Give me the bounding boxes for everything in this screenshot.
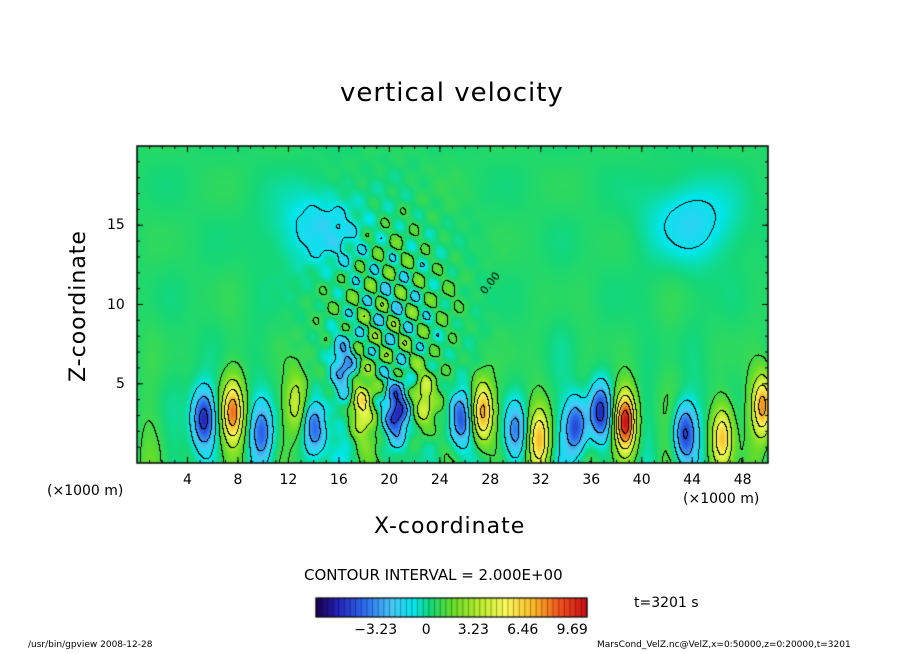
x-tick-label: 20 — [380, 472, 399, 488]
colorbar-tick-label: 9.69 — [556, 622, 588, 638]
x-tick-label: 32 — [531, 472, 550, 488]
x-tick-label: 4 — [182, 472, 192, 488]
x-tick-label: 44 — [683, 472, 702, 488]
contour-interval-text: CONTOUR INTERVAL = 2.000E+00 — [304, 566, 563, 584]
x-tick-label: 8 — [233, 472, 243, 488]
colorbar-tick-label: −3.23 — [354, 622, 398, 638]
x-tick-label: 28 — [481, 472, 500, 488]
x-unit-label-right: (×1000 m) — [683, 491, 760, 507]
x-tick-label: 16 — [329, 472, 348, 488]
x-tick-label: 36 — [582, 472, 601, 488]
x-tick-label: 24 — [430, 472, 449, 488]
x-tick-label: 40 — [632, 472, 651, 488]
x-unit-label-left: (×1000 m) — [47, 483, 124, 499]
footer-data-source: MarsCond_VelZ.nc@VelZ,x=0:50000,z=0:2000… — [597, 640, 851, 650]
colorbar-tick-label: 0 — [421, 622, 431, 638]
time-label: t=3201 s — [634, 595, 699, 611]
colorbar-tick-label: 6.46 — [507, 622, 539, 638]
y-axis-label: Z-coordinate — [66, 230, 91, 382]
footer-command-info: /usr/bin/gpview 2008-12-28 — [28, 640, 153, 650]
y-tick-label: 15 — [107, 217, 125, 234]
x-tick-label: 12 — [279, 472, 298, 488]
chart-title: vertical velocity — [340, 78, 564, 108]
colorbar-tick-label: 3.23 — [457, 622, 489, 638]
x-axis-label: X-coordinate — [374, 514, 526, 539]
x-tick-label: 48 — [733, 472, 752, 488]
y-tick-label: 10 — [107, 296, 125, 313]
y-tick-label: 5 — [116, 375, 125, 392]
